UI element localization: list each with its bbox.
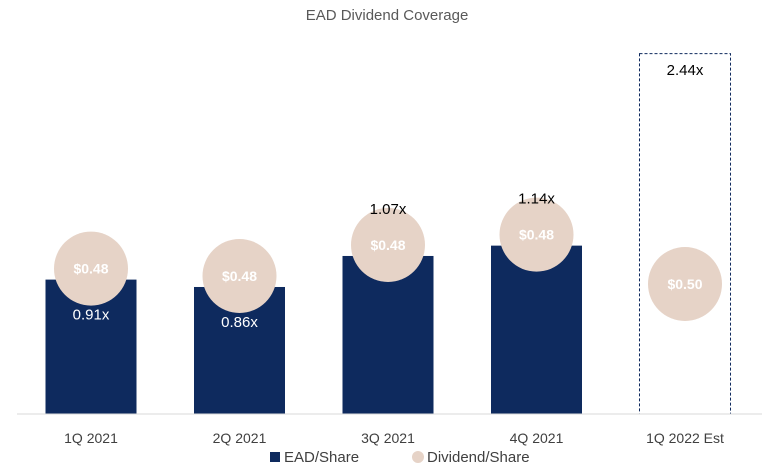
dividend-share-marker [202,238,277,313]
data-labels-layer: $0.48 0.91x $0.48 0.86x $0.48 1.07x $0.48 1.14x… [73,62,704,331]
coverage-ratio-label: 0.91x [73,307,110,324]
ead-share-bar [639,53,731,415]
coverage-ratio-label: 0.86x [221,314,258,331]
coverage-ratio-label: 1.07x [370,201,407,218]
x-tick-label: 1Q 2022 Est [646,430,724,446]
dividend-share-marker [351,207,425,282]
dividend-share-label: $0.50 [667,276,702,292]
coverage-ratio-label: 1.14x [518,191,555,208]
ead-share-bar [342,255,434,414]
x-tick-labels: 1Q 2021 2Q 2021 3Q 2021 4Q 2021 1Q 2022 Est [64,430,724,446]
legend-swatch-dividend-share [412,451,424,463]
x-tick-label: 1Q 2021 [64,430,118,446]
dividend-share-label: $0.48 [370,237,405,253]
x-tick-label: 3Q 2021 [361,430,415,446]
chart-title: EAD Dividend Coverage [306,7,469,24]
coverage-ratio-label: 2.44x [667,62,704,79]
dividend-share-label: $0.48 [73,261,108,277]
dividend-markers-layer [54,197,722,321]
ead-share-bar [491,245,582,414]
dividend-share-marker [648,247,722,321]
x-tick-label: 2Q 2021 [213,430,267,446]
legend-label-dividend-share: Dividend/Share [427,449,530,466]
legend-swatch-ead-share [270,452,280,462]
dividend-share-marker [499,197,574,272]
dividend-share-label: $0.48 [519,227,554,243]
dividend-share-marker [54,231,128,306]
dividend-share-label: $0.48 [222,268,257,284]
bars-layer [45,53,731,415]
legend: EAD/Share Dividend/Share [270,449,530,466]
legend-label-ead-share: EAD/Share [284,449,359,466]
x-tick-label: 4Q 2021 [510,430,564,446]
